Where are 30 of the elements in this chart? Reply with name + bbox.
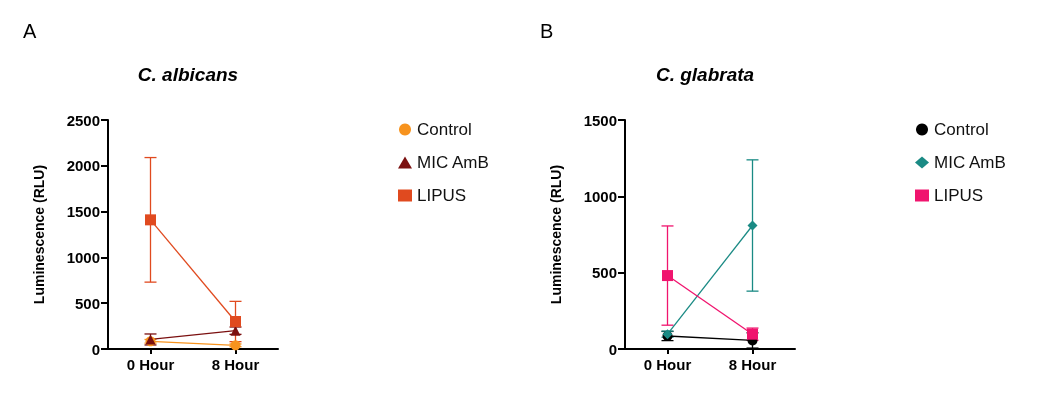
y-tick-label: 2000 [66,157,100,175]
chart-title: C. albicans [137,64,239,85]
legend-label: MIC AmB [934,153,1006,172]
y-tick-label: 0 [91,340,100,358]
y-axis-title: Luminescence (RLU) [548,164,564,305]
legend-label: LIPUS [417,186,467,205]
y-tick-label: 1500 [66,203,100,221]
legend-label: Control [934,120,989,139]
point [747,220,758,231]
x-tick-label: 0 Hour [643,356,692,373]
point [145,214,156,226]
y-tick-label: 2500 [66,111,100,129]
chart-title: C. glabrata [655,64,755,85]
x-tick-label: 8 Hour [728,356,777,373]
y-axis-title: Luminescence (RLU) [31,164,47,305]
legend-label: MIC AmB [417,153,489,172]
y-tick-label: 0 [608,340,617,358]
text: B [540,20,554,42]
y-tick-label: 1500 [583,111,617,129]
legend-label: LIPUS [934,186,984,205]
y-tick-label: 1000 [66,248,100,266]
legend-label: Control [417,120,472,139]
y-tick-label: 1000 [583,187,617,205]
point [230,316,241,328]
y-tick-label: 500 [74,294,100,312]
x-tick-label: 8 Hour [211,356,260,373]
text: A [23,20,37,42]
point [662,270,673,282]
y-tick-label: 500 [591,264,617,282]
x-tick-label: 0 Hour [126,356,175,373]
